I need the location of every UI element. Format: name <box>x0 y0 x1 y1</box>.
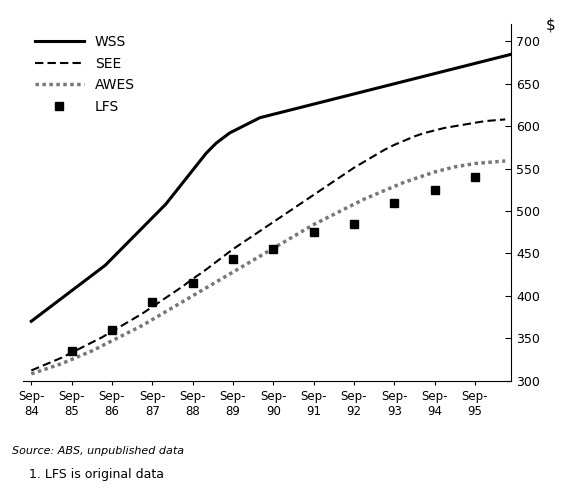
Legend: WSS, SEE, AWES, LFS: WSS, SEE, AWES, LFS <box>35 35 135 114</box>
Text: Source: ABS, unpublished data: Source: ABS, unpublished data <box>12 446 184 456</box>
Y-axis label: $: $ <box>546 17 555 32</box>
Text: 1. LFS is original data: 1. LFS is original data <box>29 468 164 481</box>
